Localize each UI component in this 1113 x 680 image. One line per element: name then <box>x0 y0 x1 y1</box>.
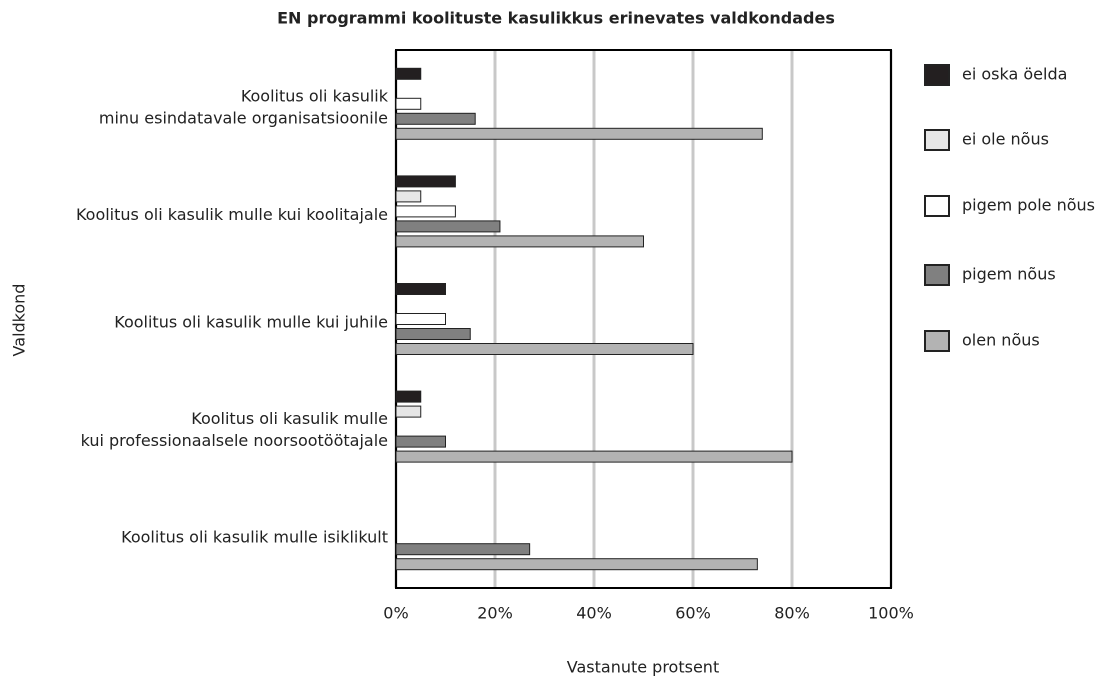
y-tick-label: Koolitus oli kasulik <box>241 86 389 105</box>
bar <box>395 390 422 403</box>
bar <box>395 450 793 463</box>
x-tick-label: 60% <box>675 604 711 623</box>
legend-label: pigem pole nõus <box>962 196 1095 215</box>
y-tick-label: minu esindatavale organisatsioonile <box>99 108 388 127</box>
legend-swatch <box>924 64 950 86</box>
bar <box>395 328 471 340</box>
legend-swatch <box>924 330 950 352</box>
bar <box>395 205 456 218</box>
bar <box>395 558 758 571</box>
y-tick-label: Koolitus oli kasulik mulle kui koolitaja… <box>76 205 388 224</box>
legend-label: pigem nõus <box>962 265 1056 284</box>
y-tick-label: Koolitus oli kasulik mulle isiklikult <box>121 528 388 547</box>
y-tick-label: Koolitus oli kasulik mulle kui juhile <box>114 313 388 332</box>
bar <box>395 190 422 203</box>
bar <box>395 67 422 80</box>
x-tick-label: 0% <box>383 604 408 623</box>
bar <box>395 175 456 188</box>
legend-swatch <box>924 264 950 286</box>
x-tick-label: 20% <box>477 604 513 623</box>
legend-label: ei oska öelda <box>962 65 1067 84</box>
bar <box>395 543 531 556</box>
y-axis-label: Valdkond <box>10 284 29 357</box>
bar <box>395 97 422 110</box>
bar <box>395 235 644 248</box>
bar <box>395 127 763 140</box>
x-tick-label: 80% <box>774 604 810 623</box>
bar <box>395 112 476 125</box>
x-tick-label: 100% <box>868 604 914 623</box>
legend-swatch <box>924 129 950 151</box>
y-tick-label: kui professionaalsele noorsootöötajale <box>81 431 388 450</box>
legend-label: ei ole nõus <box>962 130 1049 149</box>
legend-label: olen nõus <box>962 331 1040 350</box>
x-tick-label: 40% <box>576 604 612 623</box>
y-tick-label: Koolitus oli kasulik mulle <box>191 409 388 428</box>
bar <box>395 435 446 448</box>
bar <box>395 313 446 325</box>
bar <box>395 405 422 418</box>
bar <box>395 343 694 355</box>
x-axis-label: Vastanute protsent <box>567 658 719 677</box>
legend-swatch <box>924 195 950 217</box>
chart-title: EN programmi koolituste kasulikkus erine… <box>277 9 835 28</box>
bar <box>395 283 446 295</box>
bar <box>395 220 501 233</box>
